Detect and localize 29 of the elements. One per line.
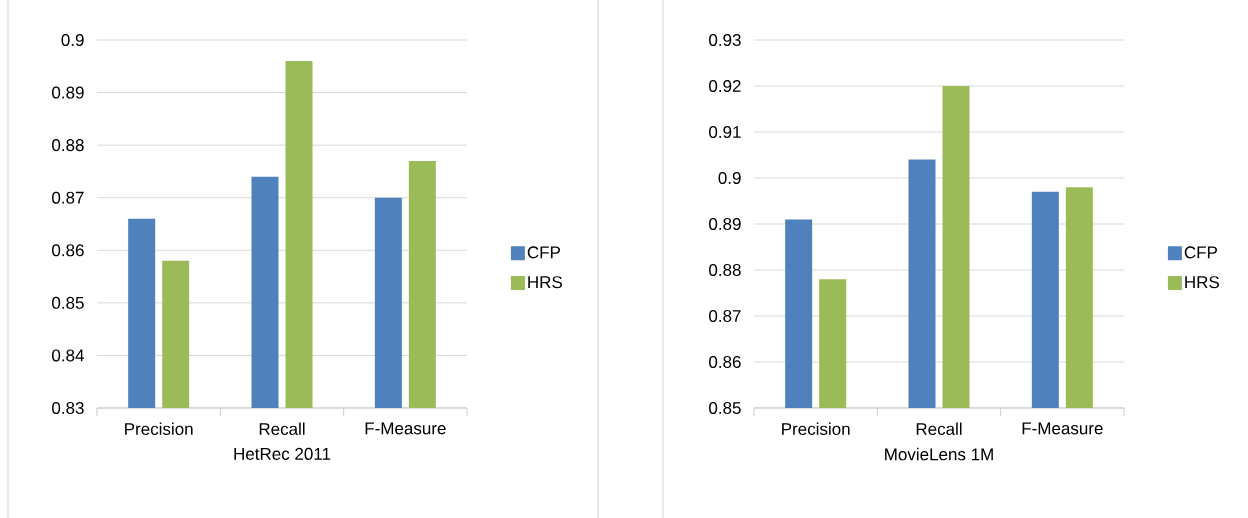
y-tick-label: 0.86	[709, 355, 741, 369]
y-tick-label: 0.83	[52, 401, 84, 415]
y-tick-label: 0.88	[709, 263, 741, 277]
y-tick-label: 0.86	[52, 244, 84, 257]
x-tick-label: Recall	[916, 422, 962, 436]
y-tick-label: 0.89	[709, 217, 741, 231]
y-tick-label: 0.85	[52, 296, 84, 309]
legend-label: HRS	[1185, 276, 1219, 289]
x-axis-title: HetRec 2011	[234, 447, 331, 460]
legend-label: CFP	[527, 246, 560, 259]
legend-label: CFP	[1184, 246, 1217, 259]
x-axis-title: MovieLens 1M	[885, 447, 993, 461]
y-tick-label: 0.9	[718, 171, 741, 185]
y-tick-label: 0.87	[709, 309, 741, 323]
y-tick-label: 0.89	[52, 86, 84, 99]
x-tick-label: Precision	[782, 422, 850, 436]
legend-label: HRS	[528, 276, 562, 289]
x-tick-label: Recall	[259, 422, 305, 436]
y-tick-label: 0.91	[709, 125, 741, 139]
y-tick-label: 0.9	[61, 33, 84, 47]
y-tick-label: 0.93	[709, 33, 741, 47]
x-tick-label: Precision	[125, 422, 193, 436]
y-tick-label: 0.92	[709, 79, 741, 93]
y-tick-label: 0.87	[52, 191, 84, 204]
y-tick-label: 0.88	[52, 139, 84, 152]
y-tick-label: 0.84	[52, 349, 84, 362]
y-tick-label: 0.85	[709, 401, 741, 415]
x-tick-label: F-Measure	[365, 422, 446, 435]
x-tick-label: F-Measure	[1022, 422, 1103, 435]
